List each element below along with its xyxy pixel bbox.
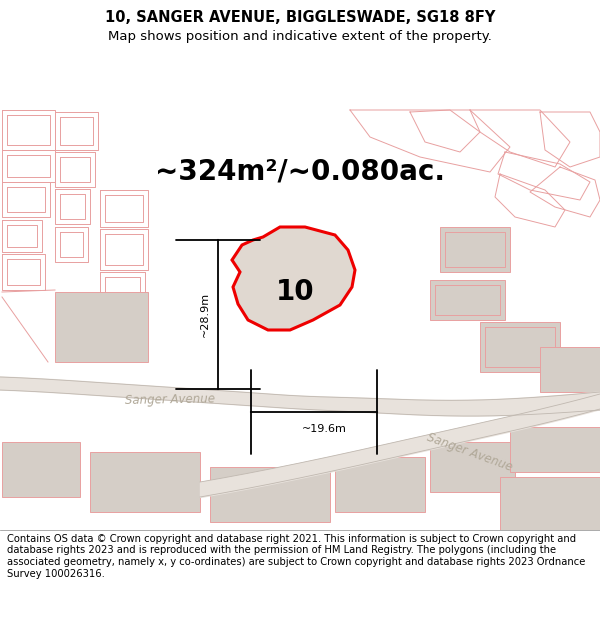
Bar: [480, 322, 560, 372]
Bar: [90, 452, 200, 512]
Bar: [430, 442, 515, 492]
Text: 10, SANGER AVENUE, BIGGLESWADE, SG18 8FY: 10, SANGER AVENUE, BIGGLESWADE, SG18 8FY: [105, 11, 495, 26]
Bar: [335, 457, 425, 512]
Text: ~19.6m: ~19.6m: [302, 424, 346, 434]
Bar: [510, 427, 600, 472]
Bar: [2, 442, 80, 497]
Bar: [210, 467, 330, 522]
Text: ~28.9m: ~28.9m: [200, 292, 210, 337]
Text: Sanger Avenue: Sanger Avenue: [125, 392, 215, 408]
Text: ~324m²/~0.080ac.: ~324m²/~0.080ac.: [155, 158, 445, 186]
Polygon shape: [232, 227, 355, 330]
Bar: [500, 477, 600, 530]
Text: Contains OS data © Crown copyright and database right 2021. This information is : Contains OS data © Crown copyright and d…: [7, 534, 586, 579]
Bar: [440, 227, 510, 272]
Bar: [55, 292, 148, 362]
Bar: [430, 280, 505, 320]
Text: Map shows position and indicative extent of the property.: Map shows position and indicative extent…: [108, 29, 492, 42]
Text: 10: 10: [275, 278, 314, 306]
Text: Sanger Avenue: Sanger Avenue: [425, 431, 515, 474]
Bar: [540, 347, 600, 392]
